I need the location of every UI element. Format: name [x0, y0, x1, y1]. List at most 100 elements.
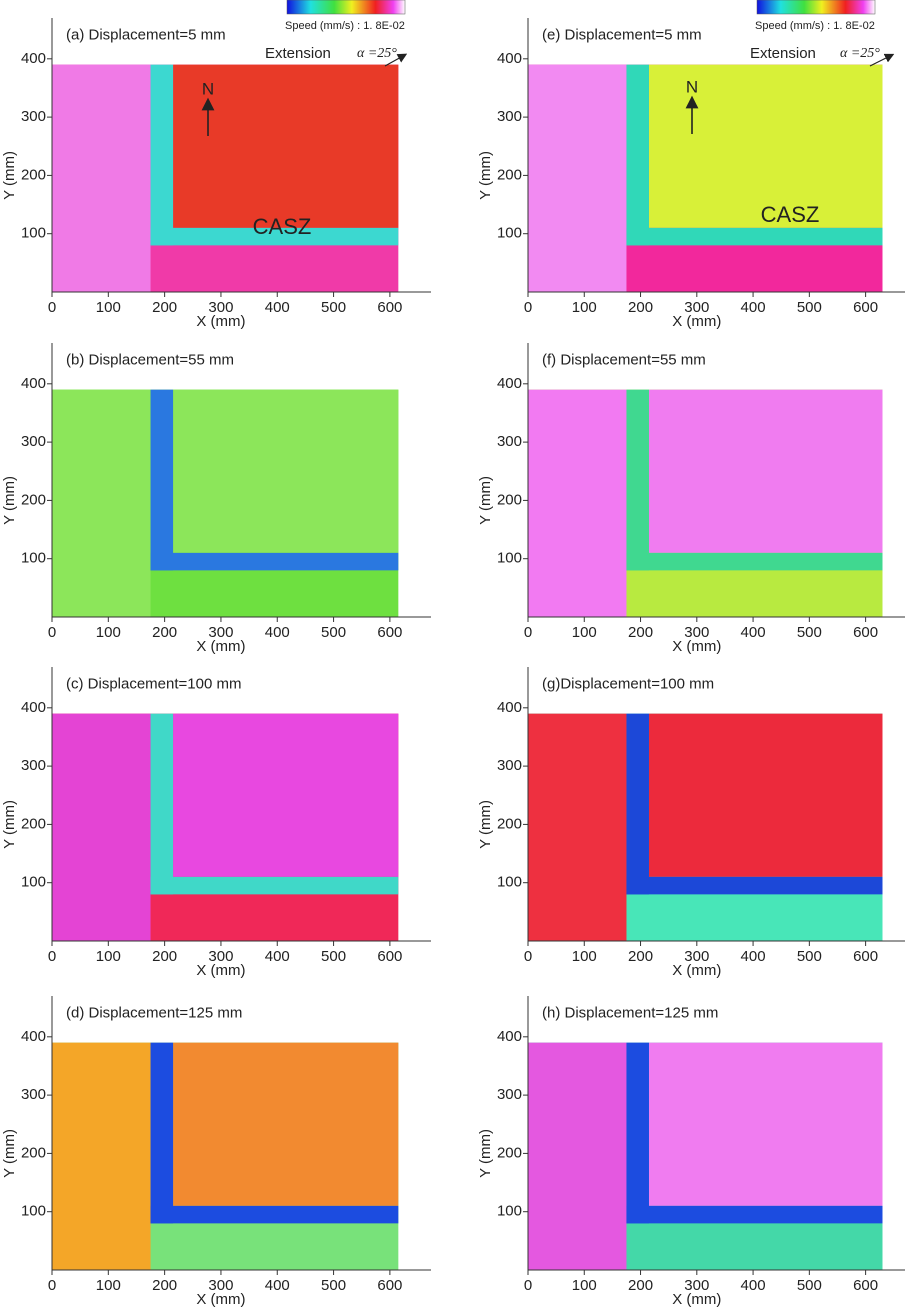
y-tick-label: 100	[21, 1203, 46, 1220]
y-tick-label: 100	[21, 874, 46, 891]
shear-zone-vertical	[626, 713, 649, 895]
x-tick-label: 100	[572, 299, 597, 316]
x-tick-label: 500	[321, 299, 346, 316]
extension-arrow	[869, 53, 895, 67]
y-tick-label: 100	[497, 550, 522, 567]
x-tick-label: 0	[48, 948, 56, 965]
colorbar	[286, 0, 406, 15]
x-tick-label: 200	[152, 1277, 177, 1294]
panel-title: (f) Displacement=55 mm	[542, 351, 706, 368]
panel-title: (b) Displacement=55 mm	[66, 351, 234, 368]
field-upper-right	[173, 389, 399, 553]
y-tick-label: 100	[497, 225, 522, 242]
x-tick-label: 300	[208, 299, 233, 316]
y-tick-label: 400	[497, 375, 522, 392]
x-tick-label: 500	[797, 299, 822, 316]
x-axis-label: X (mm)	[672, 313, 721, 330]
y-tick-label: 100	[497, 1203, 522, 1220]
x-tick-label: 100	[96, 948, 121, 965]
y-tick-label: 400	[497, 1028, 522, 1045]
colorbar-label: Speed (mm/s) : 1. 8E-02	[285, 20, 405, 32]
panel-title: (g)Displacement=100 mm	[542, 675, 714, 692]
y-tick-label: 300	[21, 757, 46, 774]
x-tick-label: 100	[572, 948, 597, 965]
x-tick-label: 400	[741, 624, 766, 641]
x-tick-label: 500	[797, 948, 822, 965]
x-axis-label: X (mm)	[196, 313, 245, 330]
field-left	[528, 1042, 627, 1270]
x-tick-label: 400	[265, 948, 290, 965]
x-tick-label: 200	[628, 299, 653, 316]
y-tick-label: 200	[497, 166, 522, 183]
x-axis-label: X (mm)	[196, 962, 245, 979]
x-tick-label: 400	[265, 624, 290, 641]
y-tick-label: 300	[21, 1086, 46, 1103]
y-tick-label: 100	[21, 225, 46, 242]
annotation-casz: CASZ	[253, 214, 312, 239]
y-tick-label: 200	[21, 166, 46, 183]
x-tick-label: 300	[684, 624, 709, 641]
field-left	[52, 64, 151, 292]
x-tick-label: 100	[572, 624, 597, 641]
x-tick-label: 200	[152, 624, 177, 641]
y-tick-label: 300	[21, 433, 46, 450]
annotation-extension: Extension	[265, 45, 331, 62]
x-tick-label: 500	[321, 1277, 346, 1294]
y-axis-label: Y (mm)	[477, 1129, 494, 1178]
x-tick-label: 600	[377, 624, 402, 641]
shear-zone-vertical	[626, 64, 649, 246]
x-tick-label: 300	[684, 299, 709, 316]
shear-zone-vertical	[626, 1042, 649, 1224]
field-left	[528, 713, 627, 941]
shear-zone-vertical	[150, 64, 174, 246]
y-tick-label: 200	[497, 1144, 522, 1161]
y-axis-label: Y (mm)	[1, 476, 18, 525]
x-tick-label: 300	[208, 948, 233, 965]
y-tick-label: 200	[21, 815, 46, 832]
x-tick-label: 600	[377, 299, 402, 316]
x-tick-label: 0	[524, 948, 532, 965]
y-axis-label: Y (mm)	[477, 800, 494, 849]
x-axis-label: X (mm)	[672, 1291, 721, 1308]
y-tick-label: 300	[497, 1086, 522, 1103]
x-tick-label: 200	[152, 299, 177, 316]
field-upper-right	[648, 389, 883, 553]
y-axis-label: Y (mm)	[1, 151, 18, 200]
field-upper-right	[648, 64, 883, 228]
y-tick-label: 200	[497, 815, 522, 832]
shear-zone-vertical	[150, 389, 174, 571]
field-left	[52, 713, 151, 941]
shear-zone-horizontal	[626, 1205, 883, 1224]
x-tick-label: 300	[684, 948, 709, 965]
annotation-extension: Extension	[750, 45, 816, 62]
colorbar	[756, 0, 876, 15]
y-tick-label: 300	[21, 108, 46, 125]
x-tick-label: 0	[524, 624, 532, 641]
annotation-angle: α =25°	[840, 46, 880, 61]
shear-zone-vertical	[150, 1042, 174, 1224]
x-tick-label: 600	[377, 948, 402, 965]
x-tick-label: 500	[321, 948, 346, 965]
x-tick-label: 500	[797, 624, 822, 641]
y-tick-label: 400	[21, 1028, 46, 1045]
shear-zone-horizontal	[150, 876, 399, 895]
x-tick-label: 200	[152, 948, 177, 965]
y-tick-label: 400	[21, 375, 46, 392]
shear-zone-horizontal	[626, 552, 883, 571]
y-axis-label: Y (mm)	[477, 476, 494, 525]
field-upper-right	[648, 1042, 883, 1206]
field-upper-right	[173, 713, 399, 877]
x-tick-label: 300	[208, 1277, 233, 1294]
x-tick-label: 600	[853, 299, 878, 316]
y-tick-label: 100	[21, 550, 46, 567]
x-tick-label: 500	[321, 624, 346, 641]
y-tick-label: 400	[497, 699, 522, 716]
panel-title: (e) Displacement=5 mm	[542, 26, 702, 43]
shear-zone-vertical	[150, 713, 174, 895]
x-tick-label: 300	[684, 1277, 709, 1294]
field-left	[528, 64, 627, 292]
x-axis-label: X (mm)	[196, 638, 245, 655]
extension-arrow	[384, 53, 408, 67]
field-left	[52, 1042, 151, 1270]
